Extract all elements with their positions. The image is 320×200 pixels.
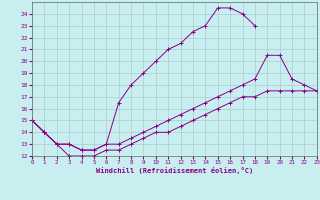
X-axis label: Windchill (Refroidissement éolien,°C): Windchill (Refroidissement éolien,°C) bbox=[96, 167, 253, 174]
